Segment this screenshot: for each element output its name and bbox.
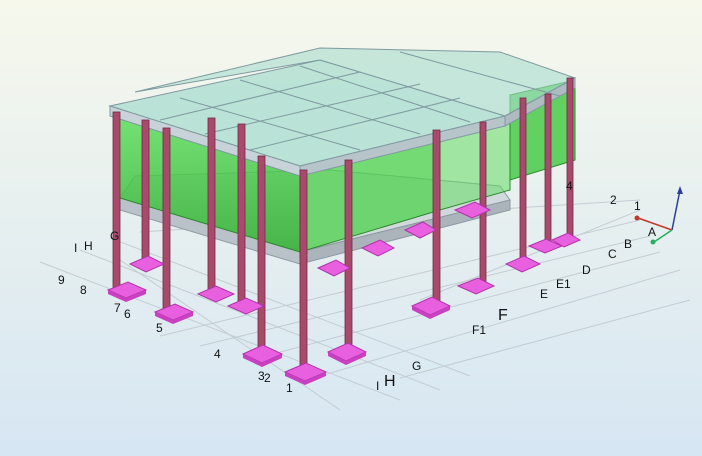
grid-label-3: 3 <box>258 369 265 383</box>
grid-label-B: B <box>624 237 632 251</box>
x-axis-end-icon <box>634 215 640 221</box>
grid-labels-front-letters: I H G <box>74 229 119 255</box>
grid-labels-bottom-letters: I H <box>376 373 396 393</box>
footings[interactable] <box>106 201 582 382</box>
grid-label-G-front: G <box>110 229 119 243</box>
y-axis-end-icon <box>650 239 656 245</box>
grid-label-5: 5 <box>156 321 163 335</box>
z-axis-arrow-icon <box>677 186 683 194</box>
axis-label-a: A <box>648 225 656 239</box>
grid-label-6: 6 <box>124 307 131 321</box>
grid-label-7: 7 <box>114 301 121 315</box>
axis-triad[interactable]: A <box>634 186 684 245</box>
grid-label-E: E <box>540 287 548 301</box>
grid-label-E1: E1 <box>556 277 571 291</box>
grid-label-H-front: H <box>84 239 93 253</box>
grid-label-I-bottom: I <box>376 379 379 393</box>
grid-label-D: D <box>582 263 591 277</box>
grid-label-H-bottom: H <box>384 373 396 390</box>
grid-label-8: 8 <box>80 283 87 297</box>
grid-label-1-back: 1 <box>634 199 641 213</box>
grid-label-G-right: G <box>412 359 421 373</box>
y-axis-line <box>653 229 673 243</box>
grid-label-F1: F1 <box>472 323 486 337</box>
grid-labels-front-numbers: 9 8 7 6 5 4 3 2 1 <box>58 273 293 395</box>
columns[interactable] <box>112 77 574 369</box>
grid-label-C: C <box>608 247 617 261</box>
grid-labels-right-letters: G F1 F E E1 D C B <box>412 237 632 373</box>
grid-label-F: F <box>498 307 508 324</box>
grid-label-9: 9 <box>58 273 65 287</box>
grid-label-4: 4 <box>214 347 221 361</box>
green-walls[interactable] <box>114 79 576 253</box>
footing-sides <box>108 290 450 385</box>
grid-label-2-back: 2 <box>610 193 617 207</box>
z-axis-line <box>671 189 681 231</box>
grid-labels-back-numbers: 4 2 1 <box>566 179 641 213</box>
x-axis-line <box>637 217 673 231</box>
grid-label-4-back: 4 <box>566 179 573 193</box>
grid-label-2: 2 <box>264 371 271 385</box>
grid-label-1: 1 <box>286 381 293 395</box>
grid-label-I-front: I <box>74 241 77 255</box>
